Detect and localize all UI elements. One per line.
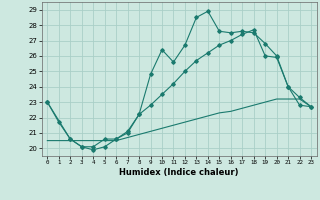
- X-axis label: Humidex (Indice chaleur): Humidex (Indice chaleur): [119, 168, 239, 177]
